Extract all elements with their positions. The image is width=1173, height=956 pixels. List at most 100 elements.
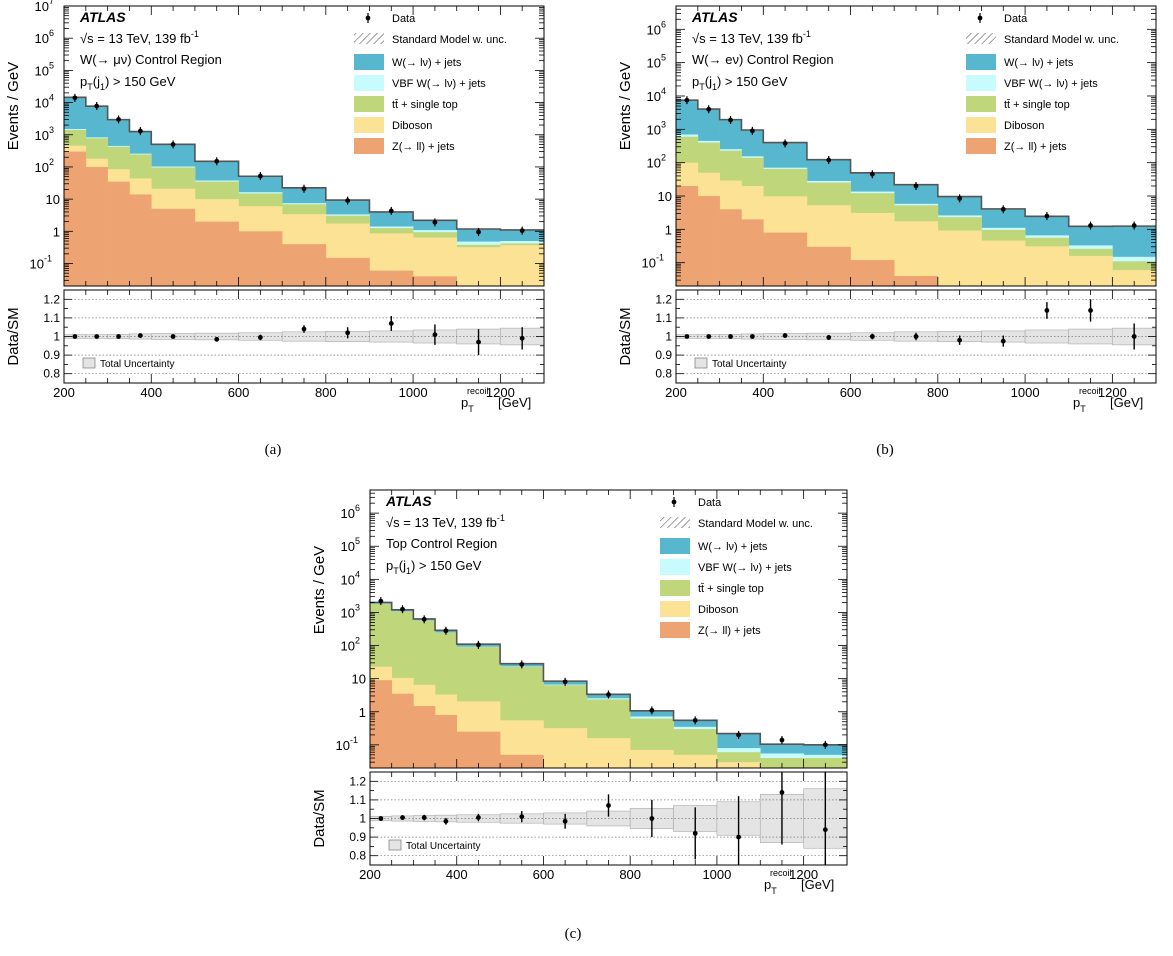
- ratio-y-tick-label: 1.1: [349, 793, 366, 807]
- data-point-4: [782, 140, 788, 146]
- legend-swatch-4: [660, 538, 690, 554]
- stack-group: [64, 96, 544, 286]
- cut-label: pT(j1) > 150 GeV: [386, 558, 482, 576]
- stack-bar-1-7: [894, 221, 939, 286]
- ratio-point-7: [913, 334, 919, 339]
- stack-bar-0-4: [456, 731, 501, 768]
- data-point-12: [519, 228, 525, 234]
- legend-swatch-3: [660, 559, 690, 575]
- ratio-point-3: [443, 818, 449, 824]
- data-point-9: [1000, 206, 1006, 212]
- ratio-y-tick-label: 0.9: [655, 348, 672, 362]
- legend-label-0: Z(→ ll) + jets: [698, 625, 761, 637]
- stack-bar-0-4: [151, 208, 196, 286]
- ratio-point-6: [869, 334, 875, 339]
- legend-label-0: Z(→ ll) + jets: [392, 141, 455, 153]
- data-point-12: [822, 742, 828, 748]
- data-point-8: [957, 195, 963, 201]
- stack-bar-1-8: [937, 230, 982, 286]
- y-axis-label: Events / GeV: [5, 62, 22, 150]
- legend-label-2: tt̄ + single top: [392, 99, 458, 111]
- caption-b: (b): [876, 442, 894, 458]
- energy-label: √s = 13 TeV, 139 fb-1: [692, 29, 811, 46]
- region-label: Top Control Region: [386, 536, 497, 551]
- ratio-point-8: [649, 816, 655, 821]
- legend-swatch-0: [660, 622, 690, 638]
- legend-sm-swatch: [966, 33, 996, 44]
- x-tick-label: 1200: [1098, 385, 1127, 400]
- ratio-inner: [676, 298, 1156, 375]
- data-point-6: [869, 171, 875, 177]
- legend-swatch-1: [966, 117, 996, 133]
- ratio-y-tick-label: 1: [53, 330, 60, 344]
- data-point-1: [400, 606, 405, 612]
- data-point-11: [779, 737, 785, 743]
- stack-group: [676, 99, 1156, 286]
- x-tick-label: 800: [619, 867, 641, 882]
- legend: Data Standard Model w. unc. W(→ lν) + jets…: [966, 13, 1119, 154]
- ratio-point-9: [1000, 338, 1006, 344]
- ratio-point-6: [562, 818, 568, 824]
- y-tick-label: 1: [53, 224, 60, 239]
- legend-data-marker: [365, 15, 371, 21]
- x-tick-label: 400: [752, 385, 774, 400]
- legend-data-label: Data: [698, 497, 722, 509]
- ratio-point-2: [728, 334, 733, 339]
- cut-label: pT(j1) > 150 GeV: [692, 74, 788, 92]
- ratio-point-9: [388, 321, 394, 326]
- legend-label-3: VBF W(→ lν) + jets: [1004, 78, 1098, 90]
- stack-bar-0-3: [435, 714, 458, 768]
- data-point-1: [706, 106, 712, 112]
- x-axis-label-unit: [GeV]: [498, 395, 531, 410]
- data-point-0: [684, 97, 690, 103]
- x-axis-label-sup: recoil: [1079, 386, 1101, 396]
- data-point-1: [94, 103, 100, 109]
- x-tick-label: 1000: [1011, 385, 1040, 400]
- x-axis-label-unit: [GeV]: [1110, 395, 1143, 410]
- data-point-11: [1088, 223, 1093, 228]
- stack-bar-0-4: [763, 232, 808, 286]
- legend: Data Standard Model w. unc. W(→ lν) + jets…: [354, 13, 507, 154]
- ratio-point-3: [137, 333, 143, 338]
- stack-bar-0-0: [370, 680, 392, 768]
- data-point-7: [606, 692, 611, 697]
- data-point-7: [301, 186, 307, 192]
- ratio-y-tick-label: 1.2: [349, 774, 366, 788]
- legend-label-1: Diboson: [698, 604, 738, 616]
- y-tick-label: 102: [341, 636, 360, 654]
- y-tick-label: 103: [35, 125, 54, 143]
- legend-sm-label: Standard Model w. unc.: [698, 518, 813, 530]
- y-tick-label: 106: [35, 28, 54, 46]
- ratio-point-1: [94, 334, 100, 339]
- legend-swatch-2: [966, 96, 996, 112]
- ratio-point-0: [72, 334, 78, 339]
- stack-bar-0-7: [282, 244, 327, 286]
- ratio-point-2: [421, 815, 427, 820]
- stack-bar-0-1: [85, 166, 108, 286]
- ratio-point-0: [684, 334, 690, 339]
- stack-bar-0-3: [741, 219, 764, 286]
- legend-swatch-3: [966, 75, 996, 91]
- unc-legend-swatch: [82, 357, 96, 369]
- legend-label-4: W(→ lν) + jets: [1004, 57, 1074, 69]
- energy-label: √s = 13 TeV, 139 fb-1: [386, 513, 505, 530]
- legend-label-3: VBF W(→ lν) + jets: [698, 562, 792, 574]
- legend-swatch-0: [354, 138, 384, 154]
- data-point-0: [72, 95, 78, 101]
- data-point-11: [476, 229, 481, 235]
- legend-data-marker: [671, 499, 677, 505]
- ratio-point-12: [822, 827, 828, 833]
- legend-label-2: tt̄ + single top: [1004, 99, 1070, 111]
- legend-sm-swatch: [354, 33, 384, 44]
- data-point-4: [170, 142, 176, 147]
- x-tick-label: 200: [359, 867, 381, 882]
- stack-bar-1-8: [630, 749, 674, 768]
- legend-swatch-0: [966, 138, 996, 154]
- legend-label-3: VBF W(→ lν) + jets: [392, 78, 486, 90]
- ratio-y-tick-label: 1.2: [43, 292, 60, 306]
- stack-bar-0-1: [391, 693, 414, 768]
- data-point-5: [214, 158, 220, 164]
- y-tick-label: 104: [35, 93, 54, 111]
